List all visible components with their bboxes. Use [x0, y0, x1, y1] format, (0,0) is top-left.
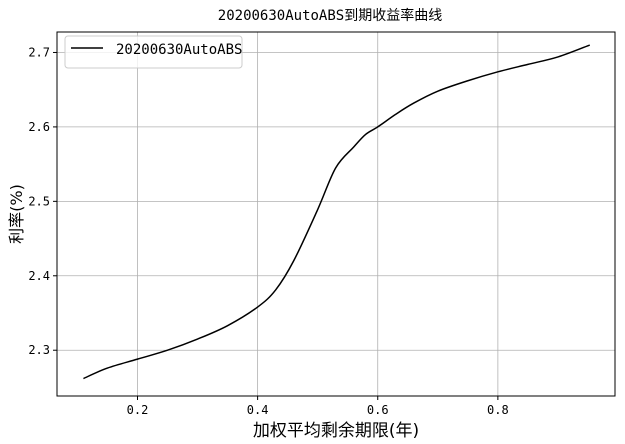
series-layer: [83, 44, 591, 380]
y-tick-label: 2.6: [28, 120, 50, 134]
y-tick-label: 2.7: [28, 45, 50, 59]
x-tick-label: 0.4: [247, 403, 269, 417]
grid: [57, 32, 615, 396]
y-tick-label: 2.4: [28, 269, 50, 283]
y-tick-label: 2.5: [28, 194, 50, 208]
y-axis-label: 利率(%): [7, 184, 26, 244]
x-tick-label: 0.2: [127, 403, 149, 417]
axis-ticks: 0.2 0.4 0.6 0.8 2.3 2.4 2.5 2.6 2.7: [28, 45, 508, 417]
plot-frame: [56, 31, 616, 397]
series-line: [83, 44, 591, 380]
x-tick-label: 0.8: [487, 403, 509, 417]
chart-title: 20200630AutoABS到期收益率曲线: [218, 7, 442, 24]
legend-box: [64, 35, 243, 69]
x-tick-label: 0.6: [367, 403, 389, 417]
y-tick-label: 2.3: [28, 343, 50, 357]
legend-label: 20200630AutoABS: [116, 42, 242, 58]
x-axis-label: 加权平均剩余期限(年): [253, 421, 419, 441]
legend: 20200630AutoABS: [64, 35, 243, 69]
